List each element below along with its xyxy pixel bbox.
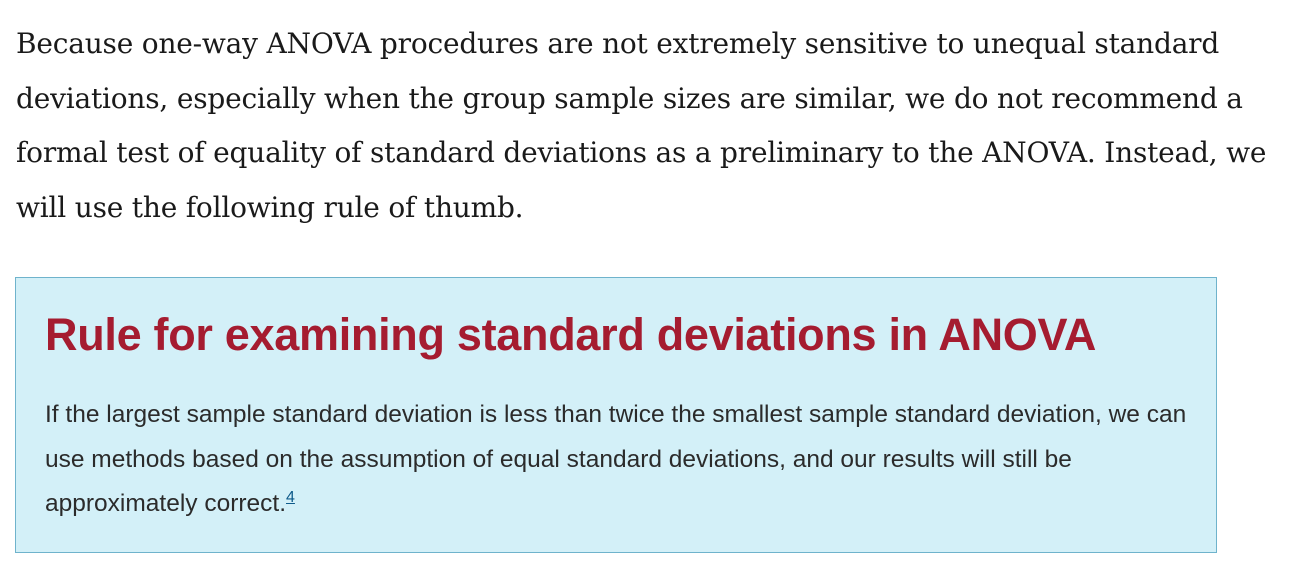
rule-callout-box: Rule for examining standard deviations i… <box>15 277 1217 553</box>
callout-body-text: If the largest sample standard deviation… <box>45 401 1187 517</box>
callout-body: If the largest sample standard deviation… <box>45 393 1195 527</box>
intro-paragraph: Because one-way ANOVA procedures are not… <box>16 27 1267 224</box>
footnote-link[interactable]: 4 <box>286 488 295 506</box>
callout-title: Rule for examining standard deviations i… <box>45 309 1097 360</box>
